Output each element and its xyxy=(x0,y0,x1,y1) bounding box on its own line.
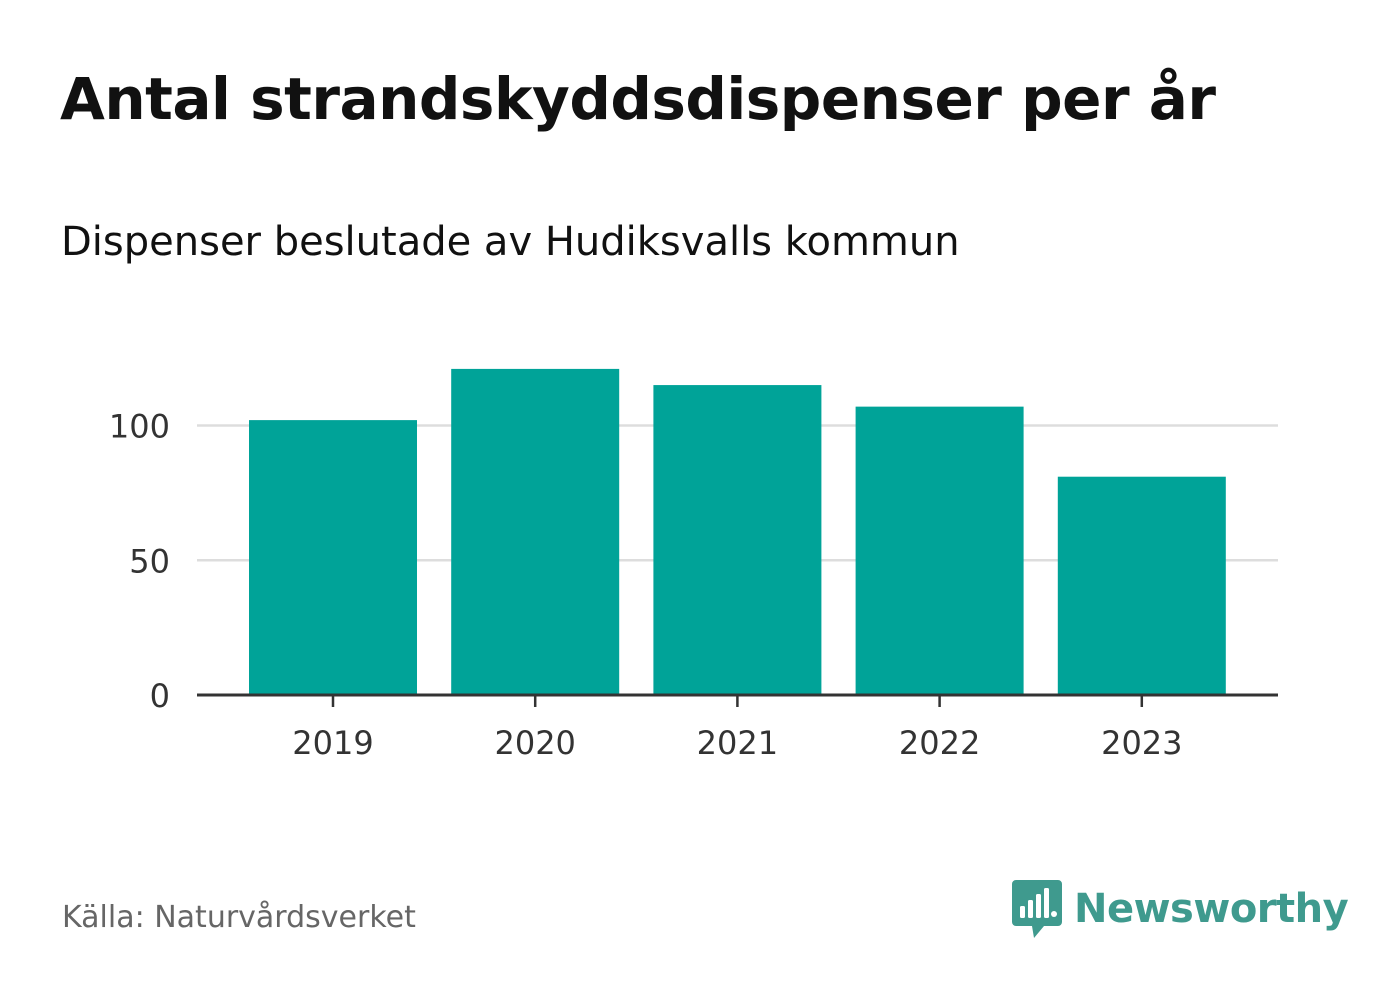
bar-2021 xyxy=(653,385,822,695)
x-tick-label: 2021 xyxy=(697,724,778,762)
chart-subtitle: Dispenser beslutade av Hudiksvalls kommu… xyxy=(61,219,960,265)
bar-2022 xyxy=(855,406,1024,695)
bar-2020 xyxy=(451,368,620,695)
y-tick-label: 0 xyxy=(150,677,170,715)
source-note: Källa: Naturvårdsverket xyxy=(62,900,416,935)
y-tick-label: 50 xyxy=(129,542,170,580)
axes: 0 50 100 2019 2020 2021 2022 2023 xyxy=(109,408,1278,762)
x-tick-label: 2020 xyxy=(494,724,575,762)
bar-2023 xyxy=(1057,476,1226,695)
bars xyxy=(249,368,1226,695)
chart-title: Antal strandskyddsdispenser per år xyxy=(60,65,1216,133)
newsworthy-wordmark: Newsworthy xyxy=(1074,886,1349,932)
x-tick-label: 2019 xyxy=(292,724,373,762)
x-tick-label: 2022 xyxy=(899,724,980,762)
y-tick-label: 100 xyxy=(109,408,170,446)
newsworthy-logo-icon xyxy=(1012,880,1062,938)
bar-2019 xyxy=(249,420,417,695)
newsworthy-logo: Newsworthy xyxy=(1012,880,1349,938)
x-tick-label: 2023 xyxy=(1101,724,1182,762)
